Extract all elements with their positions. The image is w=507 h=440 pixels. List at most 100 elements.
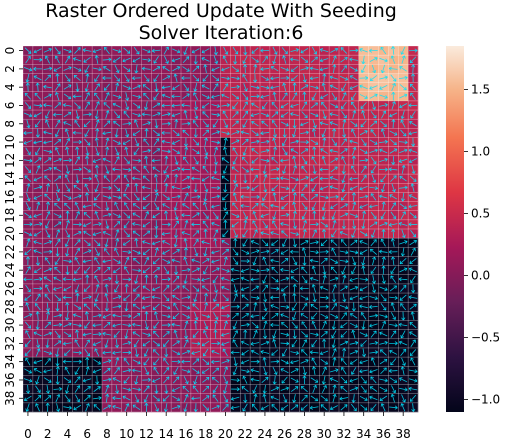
vector-arrow	[242, 229, 248, 238]
vector-arrow	[399, 84, 407, 91]
vector-arrow	[409, 258, 417, 264]
vector-arrow	[352, 201, 357, 211]
vector-arrow	[250, 240, 260, 245]
vector-arrow	[151, 48, 161, 53]
colorbar-tick-label: 0.5	[471, 206, 490, 220]
vector-arrow	[202, 129, 210, 137]
vector-arrow	[379, 139, 388, 144]
vector-arrow	[83, 249, 92, 254]
vector-arrow	[122, 85, 131, 90]
vector-arrow	[361, 265, 366, 275]
vector-arrow	[203, 64, 208, 74]
vector-arrow	[251, 56, 259, 63]
vector-arrow	[241, 259, 250, 264]
vector-arrow	[94, 74, 100, 82]
vector-arrow	[35, 165, 41, 174]
vector-arrow	[370, 120, 378, 127]
vector-arrow	[232, 147, 238, 155]
vector-arrow	[23, 67, 33, 72]
vector-arrow	[361, 220, 366, 229]
vector-arrow	[74, 47, 81, 54]
vector-arrow	[280, 158, 289, 163]
vector-arrow	[45, 211, 51, 220]
vector-arrow	[83, 230, 91, 237]
vector-arrow	[75, 146, 80, 156]
vector-arrow	[33, 249, 42, 254]
vector-arrow	[112, 48, 122, 54]
vector-arrow	[312, 229, 318, 238]
vector-arrow	[260, 85, 270, 90]
vector-arrow	[23, 158, 33, 163]
vector-arrow	[360, 165, 367, 174]
vector-arrow	[161, 231, 171, 236]
vector-arrow	[221, 239, 230, 246]
vector-arrow	[162, 239, 171, 245]
vector-arrow	[292, 257, 298, 266]
vector-arrow	[182, 66, 190, 72]
vector-arrow	[114, 156, 120, 165]
vector-arrow	[25, 256, 31, 266]
vector-arrow	[252, 256, 257, 266]
vector-arrow	[25, 82, 30, 92]
vector-arrow	[153, 92, 159, 101]
vector-arrow	[24, 212, 32, 219]
vector-arrow	[183, 46, 188, 55]
vector-arrow	[113, 184, 121, 192]
y-tick-label: 0	[3, 47, 17, 55]
vector-arrow	[262, 56, 268, 64]
vector-arrow	[321, 211, 326, 220]
vector-arrow	[370, 229, 376, 238]
vector-arrow	[359, 231, 368, 237]
vector-arrow	[26, 192, 31, 202]
vector-arrow	[362, 210, 367, 220]
vector-arrow	[23, 130, 33, 136]
vector-arrow	[84, 65, 90, 73]
vector-arrow	[43, 149, 53, 154]
vector-arrow	[329, 194, 339, 199]
vector-arrow	[35, 256, 41, 266]
vector-arrow	[194, 101, 199, 110]
vector-arrow	[329, 112, 339, 117]
vector-arrow	[102, 259, 112, 264]
vector-arrow	[359, 94, 368, 100]
vector-arrow	[112, 195, 122, 200]
vector-arrow	[95, 119, 100, 128]
vector-arrow	[211, 267, 220, 273]
x-tick-label: 2	[44, 427, 52, 440]
vector-arrow	[242, 119, 248, 128]
vector-arrow	[144, 101, 149, 110]
vector-arrow	[182, 203, 190, 209]
vector-arrow	[280, 75, 290, 81]
vector-arrow	[133, 257, 140, 265]
vector-arrow	[33, 240, 42, 245]
vector-arrow	[72, 94, 82, 99]
vector-arrow	[381, 229, 386, 238]
vector-arrow	[132, 158, 141, 163]
vector-arrow	[379, 75, 388, 80]
y-tick-label: 38	[3, 391, 17, 406]
vector-arrow	[319, 176, 329, 181]
vector-arrow	[74, 247, 81, 256]
vector-arrow	[33, 140, 42, 145]
vector-arrow	[390, 202, 397, 210]
vector-arrow	[114, 64, 120, 73]
vector-arrow	[221, 93, 230, 99]
vector-arrow	[330, 266, 338, 274]
vector-arrow	[409, 239, 417, 246]
vector-arrow	[44, 220, 50, 229]
vector-arrow	[221, 248, 230, 255]
vector-arrow	[43, 84, 52, 89]
vector-arrow	[212, 120, 219, 128]
vector-arrow	[350, 101, 357, 110]
vector-arrow	[370, 111, 377, 119]
vector-arrow	[162, 203, 170, 209]
vector-arrow	[164, 183, 169, 192]
vector-arrow	[44, 193, 51, 201]
vector-arrow	[349, 85, 358, 90]
vector-arrow	[105, 110, 110, 119]
vector-arrow	[340, 212, 349, 218]
vector-arrow	[250, 167, 260, 172]
vector-arrow	[311, 92, 317, 101]
vector-arrow	[191, 194, 201, 199]
vector-arrow	[92, 158, 102, 164]
